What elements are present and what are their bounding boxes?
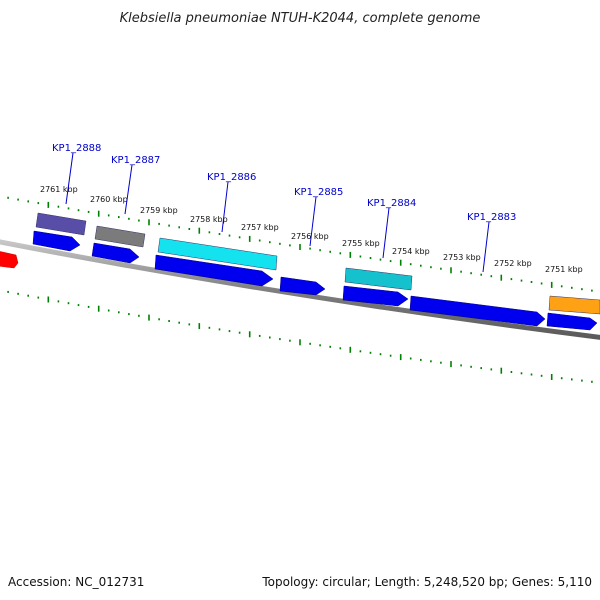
scale-label: 2759 kbp <box>140 206 178 215</box>
gene-leaders <box>65 152 490 273</box>
scale-ticks-outer <box>7 196 593 292</box>
cds-arrow[interactable] <box>91 242 140 264</box>
gene-label[interactable]: KP1_2886 <box>207 172 256 183</box>
cds-arrow[interactable] <box>546 312 598 331</box>
scale-label: 2757 kbp <box>241 223 279 232</box>
gene-label[interactable]: KP1_2887 <box>111 155 160 166</box>
feature-box[interactable] <box>94 225 146 248</box>
scale-label: 2760 kbp <box>90 195 128 204</box>
feature-box[interactable] <box>344 267 413 291</box>
rna-feature[interactable] <box>0 251 19 269</box>
scale-label: 2756 kbp <box>291 232 329 241</box>
cds-arrow[interactable] <box>342 285 409 307</box>
feature-box[interactable] <box>157 237 278 271</box>
gene-labels: KP1_2888 KP1_2887 KP1_2886 KP1_2885 KP1_… <box>52 143 516 223</box>
gene-label[interactable]: KP1_2885 <box>294 187 343 198</box>
scale-label: 2755 kbp <box>342 239 380 248</box>
topology-text: Topology: circular; Length: 5,248,520 bp… <box>261 575 592 589</box>
scale-labels: 2761 kbp 2760 kbp 2759 kbp 2758 kbp 2757… <box>40 185 583 274</box>
cds-arrow[interactable] <box>32 230 81 252</box>
cds-arrow[interactable] <box>279 276 326 296</box>
map-title: Klebsiella pneumoniae NTUH-K2044, comple… <box>120 11 481 26</box>
scale-label: 2758 kbp <box>190 215 228 224</box>
feature-track <box>35 212 600 315</box>
cds-arrow[interactable] <box>409 295 546 327</box>
cds-arrow[interactable] <box>154 254 274 287</box>
gene-label[interactable]: KP1_2884 <box>367 198 416 209</box>
feature-box[interactable] <box>548 295 600 315</box>
accession-text: Accession: NC_012731 <box>8 575 144 589</box>
genome-backbone <box>0 239 600 340</box>
gene-label[interactable]: KP1_2888 <box>52 143 101 154</box>
scale-label: 2754 kbp <box>392 247 430 256</box>
scale-label: 2761 kbp <box>40 185 78 194</box>
scale-ticks-inner <box>7 290 593 383</box>
gene-label[interactable]: KP1_2883 <box>467 212 516 223</box>
scale-label: 2751 kbp <box>545 265 583 274</box>
feature-box[interactable] <box>35 212 87 236</box>
scale-label: 2752 kbp <box>494 259 532 268</box>
scale-label: 2753 kbp <box>443 253 481 262</box>
cds-track <box>32 230 598 331</box>
